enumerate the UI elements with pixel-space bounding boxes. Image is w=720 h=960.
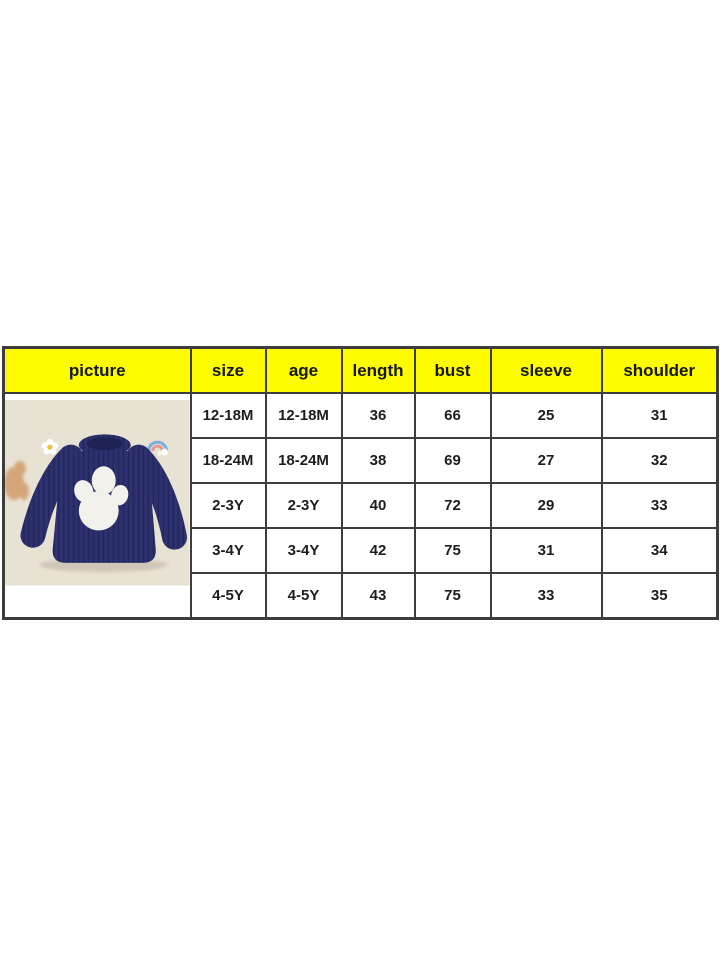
- col-header-bust: bust: [413, 346, 492, 394]
- header-row: picture size age length bust sleeve shou…: [2, 346, 719, 394]
- cell-sleeve: 25: [489, 392, 603, 439]
- table-row: 2-3Y 2-3Y 40 72 29 33: [4, 482, 719, 529]
- cell-size: 12-18M: [189, 392, 267, 439]
- cell-sleeve: 31: [489, 527, 603, 574]
- cell-age: 2-3Y: [264, 482, 343, 529]
- daisy-flower-icon: [41, 438, 59, 455]
- cell-bust: 75: [413, 572, 492, 620]
- cell-bust: 69: [413, 437, 492, 484]
- cell-shoulder: 34: [600, 527, 719, 574]
- cell-length: 42: [340, 527, 416, 574]
- photo-lower-strip: [5, 585, 189, 611]
- table-row: 18-24M 18-24M 38 69 27 32: [4, 437, 719, 484]
- cell-length: 36: [340, 392, 416, 439]
- cell-sleeve: 33: [489, 572, 603, 620]
- cell-size: 2-3Y: [189, 482, 267, 529]
- cell-sleeve: 29: [489, 482, 603, 529]
- cell-sleeve: 27: [489, 437, 603, 484]
- cell-size: 4-5Y: [189, 572, 267, 620]
- product-photo-cell: [2, 392, 192, 620]
- cell-bust: 75: [413, 527, 492, 574]
- cell-length: 38: [340, 437, 416, 484]
- paw-print-graphic: [74, 466, 129, 531]
- cell-size: 3-4Y: [189, 527, 267, 574]
- cell-age: 3-4Y: [264, 527, 343, 574]
- table-row: 3-4Y 3-4Y 42 75 31 34: [4, 527, 719, 574]
- table-row: 4-5Y 4-5Y 43 75 33 35: [4, 572, 719, 620]
- cell-shoulder: 31: [600, 392, 719, 439]
- rainbow-icon: [147, 440, 169, 456]
- product-photo: [5, 400, 189, 611]
- cell-bust: 72: [413, 482, 492, 529]
- col-header-picture: picture: [2, 346, 192, 394]
- cell-size: 18-24M: [189, 437, 267, 484]
- cell-shoulder: 33: [600, 482, 719, 529]
- cell-shoulder: 35: [600, 572, 719, 620]
- col-header-shoulder: shoulder: [600, 346, 719, 394]
- plush-toy-blur: [5, 460, 29, 501]
- cell-age: 12-18M: [264, 392, 343, 439]
- cell-length: 40: [340, 482, 416, 529]
- cell-shoulder: 32: [600, 437, 719, 484]
- cell-age: 18-24M: [264, 437, 343, 484]
- col-header-length: length: [340, 346, 416, 394]
- col-header-age: age: [264, 346, 343, 394]
- cell-bust: 66: [413, 392, 492, 439]
- col-header-sleeve: sleeve: [489, 346, 603, 394]
- cell-age: 4-5Y: [264, 572, 343, 620]
- size-chart-table: picture size age length bust sleeve shou…: [2, 346, 719, 620]
- col-header-size: size: [189, 346, 267, 394]
- table-row: 12-18M 12-18M 36 66 25 31: [2, 392, 719, 620]
- cell-length: 43: [340, 572, 416, 620]
